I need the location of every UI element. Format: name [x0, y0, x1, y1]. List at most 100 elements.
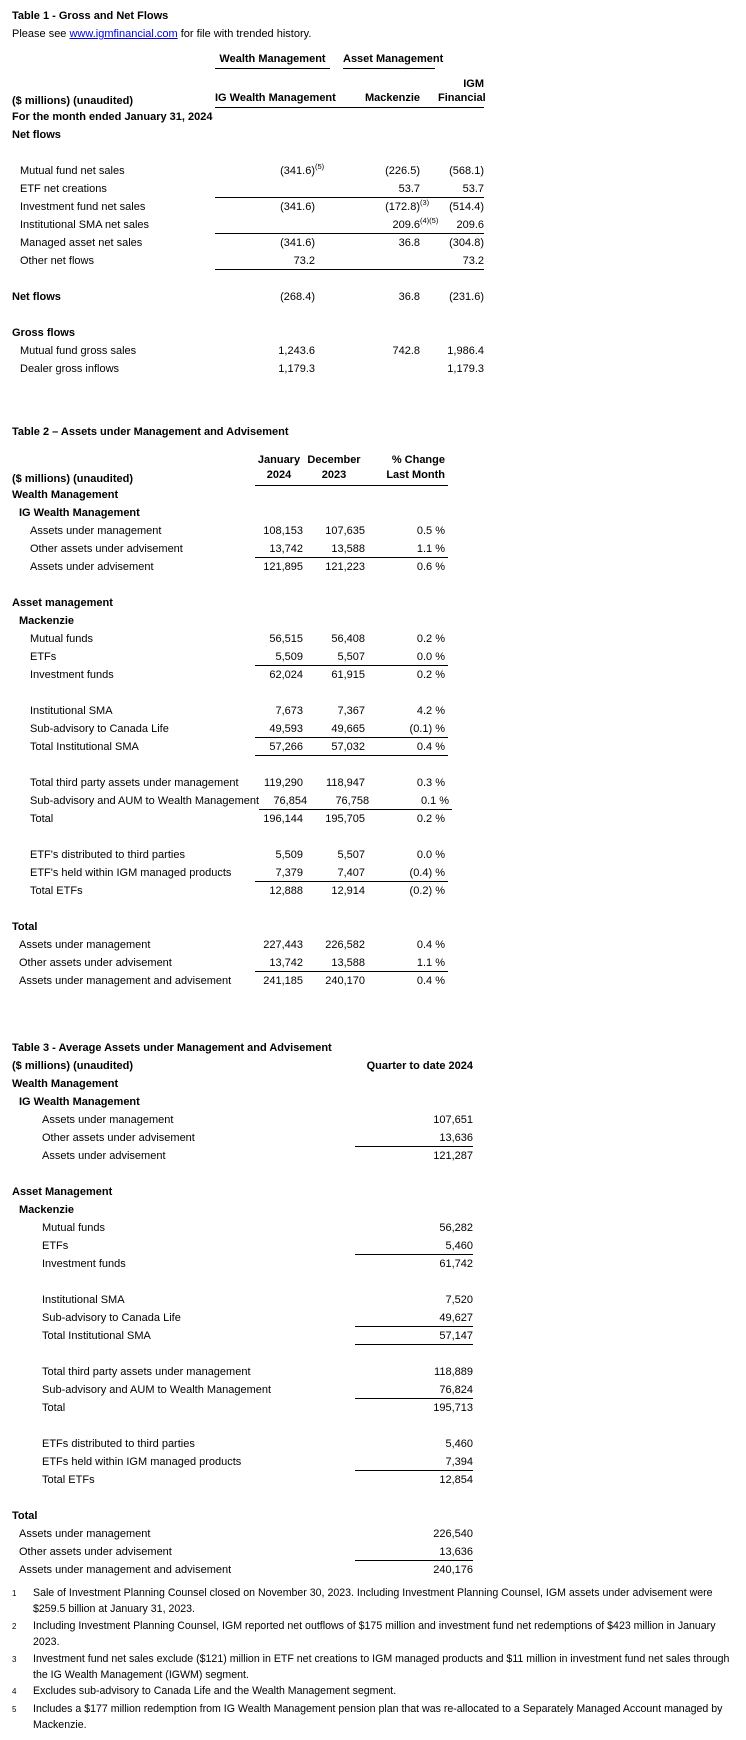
- cell-value: 76,758: [335, 795, 370, 807]
- cell-value: (0.1) %: [409, 723, 445, 735]
- row-values: 209.6 (4)(5) 209.6: [215, 216, 484, 234]
- table2-row: Assets under management 108,153 107,635 0.5…: [12, 522, 448, 540]
- cell-value: 121,895: [263, 561, 303, 573]
- row-values: [255, 918, 448, 936]
- row-label: Mutual fund gross sales: [20, 345, 137, 357]
- table2-row: [12, 576, 448, 594]
- group-header-asset-management: Asset Management: [343, 51, 443, 69]
- row-label: Sub-advisory and AUM to Wealth Managemen…: [42, 1384, 272, 1396]
- table1-row: Mutual fund net sales (341.6) (5) (226.5) (5…: [12, 162, 484, 180]
- row-label: ETFs: [42, 1240, 69, 1252]
- row-label: Assets under advisement: [42, 1150, 166, 1162]
- cell-value: 13,588: [331, 543, 365, 555]
- cell-value: 1,179.3: [447, 363, 484, 375]
- table3-row: [12, 1489, 473, 1507]
- table3-row: Mutual funds 56,282: [12, 1219, 473, 1237]
- cell-value: 56,515: [269, 633, 303, 645]
- col-header-igm-line1: IGM: [463, 78, 484, 90]
- row-label: ETFs distributed to third parties: [42, 1438, 195, 1450]
- row-values: [355, 1507, 473, 1525]
- table1-row: [12, 270, 484, 288]
- row-label: Institutional SMA: [30, 705, 113, 717]
- table3-row: Assets under management and advisement 24…: [12, 1561, 473, 1579]
- cell-value: 5,509: [275, 651, 303, 663]
- table2-row: Total: [12, 918, 448, 936]
- row-values: 12,854: [355, 1471, 473, 1489]
- row-label: Sub-advisory to Canada Life: [30, 723, 169, 735]
- cell-value: [438, 126, 484, 144]
- col-header-mackenzie: Mackenzie: [364, 92, 420, 104]
- footnote: 4 Excludes sub-advisory to Canada Life an…: [12, 1683, 736, 1700]
- table2-row: ETF's held within IGM managed products 7,…: [12, 864, 448, 882]
- table2-row: Total third party assets under managemen…: [12, 774, 448, 792]
- row-values: (341.6) (5) (226.5) (568.1): [215, 162, 484, 180]
- table2-column-headers: ($ millions) (unaudited) January 2024 De…: [12, 453, 448, 486]
- cell-value: 7,407: [337, 867, 365, 879]
- row-label: Total third party assets under managemen…: [42, 1366, 251, 1378]
- row-label: Institutional SMA net sales: [20, 219, 150, 231]
- table1-row: Gross flows: [12, 324, 484, 342]
- table1-row: Mutual fund gross sales 1,243.6 742.8 1,986…: [12, 342, 484, 360]
- table3-row: [12, 1345, 473, 1363]
- cell-value: (268.4): [280, 291, 315, 303]
- cell-value: [255, 612, 303, 630]
- row-label: Asset Management: [12, 1186, 113, 1198]
- row-label: Assets under management: [19, 939, 151, 951]
- table2-row: Sub-advisory to Canada Life 49,593 49,665 (…: [12, 720, 448, 738]
- cell-value: 12,854: [439, 1474, 473, 1486]
- table3-row: Total ETFs 12,854: [12, 1471, 473, 1489]
- table3-row: Total third party assets under managemen…: [12, 1363, 473, 1381]
- row-label: Sub-advisory to Canada Life: [42, 1312, 181, 1324]
- cell-value: 0.2 %: [416, 669, 445, 681]
- row-values: 49,593 49,665 (0.1) %: [255, 720, 448, 738]
- row-values: [355, 1183, 473, 1201]
- row-values: [255, 486, 448, 504]
- cell-value: 57,266: [269, 741, 303, 753]
- cell-value: 209.6 (4)(5): [392, 216, 439, 232]
- row-values: (341.6) 36.8 (304.8): [215, 234, 484, 252]
- cell-value: 62,024: [269, 669, 303, 681]
- table3-row: [12, 1165, 473, 1183]
- table3-row: Investment funds 61,742: [12, 1255, 473, 1273]
- row-values: 12,888 12,914 (0.2) %: [255, 882, 448, 900]
- footnote: 2 Including Investment Planning Counsel, …: [12, 1618, 736, 1651]
- table3-rows: Wealth Management IG Wealth Management Ass…: [12, 1075, 473, 1579]
- row-label: Gross flows: [12, 327, 75, 339]
- table2-row: Assets under management 227,443 226,582 0.4…: [12, 936, 448, 954]
- table3-row: Assets under management 107,651: [12, 1111, 473, 1129]
- row-values: 13,742 13,588 1.1 %: [255, 954, 448, 972]
- cell-value: [215, 324, 330, 342]
- row-values: 240,176: [355, 1561, 473, 1579]
- cell-value: (172.8) (3): [385, 198, 430, 214]
- row-label: ETF's distributed to third parties: [30, 849, 185, 861]
- col-header-ig-wealth-management: IG Wealth Management: [215, 92, 336, 104]
- row-values: 13,742 13,588 1.1 %: [255, 540, 448, 558]
- row-values: 53.7 53.7: [215, 180, 484, 198]
- table1-column-headers: ($ millions) (unaudited) IG Wealth Manag…: [12, 77, 486, 108]
- row-values: 195,713: [355, 1399, 473, 1417]
- igmfinancial-link[interactable]: www.igmfinancial.com: [69, 28, 178, 40]
- cell-value: [303, 594, 365, 612]
- table2-row: Other assets under advisement 13,742 13,58…: [12, 954, 448, 972]
- table2-row: Total Institutional SMA 57,266 57,032 0.4 %: [12, 738, 448, 756]
- cell-value: 108,153: [263, 525, 303, 537]
- cell-value: [255, 486, 303, 504]
- unit-label: ($ millions) (unaudited): [12, 95, 133, 107]
- footnote-text: Includes a $177 million redemption from …: [33, 1702, 723, 1732]
- row-label: Net flows: [12, 129, 61, 141]
- table3-row: Asset Management: [12, 1183, 473, 1201]
- row-values: 57,266 57,032 0.4 %: [255, 738, 448, 756]
- cell-value: [355, 1093, 473, 1111]
- cell-value: 56,282: [439, 1222, 473, 1234]
- cell-value: 1,243.6: [278, 345, 315, 357]
- cell-value: 5,507: [337, 651, 365, 663]
- cell-value: [365, 486, 448, 504]
- table2-row: Assets under management and advisement 24…: [12, 972, 448, 990]
- cell-value: 7,520: [445, 1294, 473, 1306]
- table1-row: Net flows: [12, 126, 484, 144]
- table1-row: Managed asset net sales (341.6) 36.8 (304.8…: [12, 234, 484, 252]
- table2-row: Total 196,144 195,705 0.2 %: [12, 810, 448, 828]
- cell-value: [330, 252, 438, 269]
- unit-label: ($ millions) (unaudited): [12, 1060, 133, 1072]
